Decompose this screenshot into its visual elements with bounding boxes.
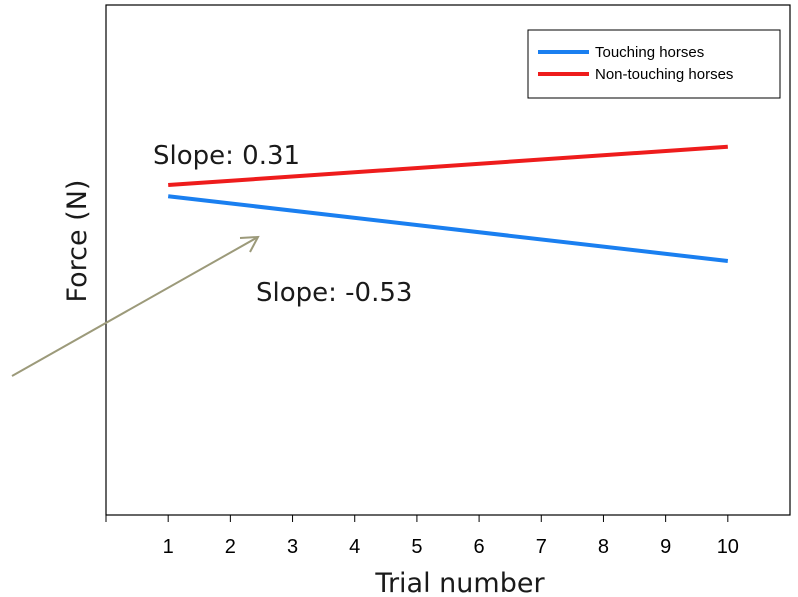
legend-label-touching: Touching horses (595, 44, 704, 61)
legend: Touching horses Non-touching horses (527, 29, 781, 99)
x-tick-label-5: 5 (411, 536, 422, 558)
arrow-shaft (11, 236, 259, 377)
x-tick-label-4: 4 (349, 536, 360, 558)
arrow-annotation (11, 235, 260, 377)
y-axis-title: Force (N) (62, 180, 93, 303)
x-tick-label-3: 3 (287, 536, 298, 558)
x-tick-label-10: 10 (717, 536, 739, 558)
x-tick-label-6: 6 (474, 536, 485, 558)
slope-annotation-non-touching: Slope: 0.31 (153, 141, 300, 171)
legend-box (527, 29, 781, 99)
x-tick-label-2: 2 (225, 536, 236, 558)
arrow-head (239, 235, 260, 253)
slope-annotation-touching: Slope: -0.53 (256, 278, 412, 308)
series-line-non-touching-horses (168, 144, 728, 188)
series-line-touching-horses (167, 194, 729, 264)
x-axis-ticks (105, 515, 729, 522)
x-tick-label-8: 8 (598, 536, 609, 558)
x-tick-label-9: 9 (660, 536, 671, 558)
legend-label-non-touching: Non-touching horses (595, 66, 733, 83)
x-tick-label-7: 7 (536, 536, 547, 558)
plot-frame (105, 4, 791, 516)
x-axis-tick-labels: 1 2 3 4 5 6 7 8 9 10 (163, 536, 739, 558)
x-tick-label-1: 1 (163, 536, 174, 558)
x-axis-title: Trial number (374, 568, 545, 597)
series-lines (167, 144, 729, 264)
